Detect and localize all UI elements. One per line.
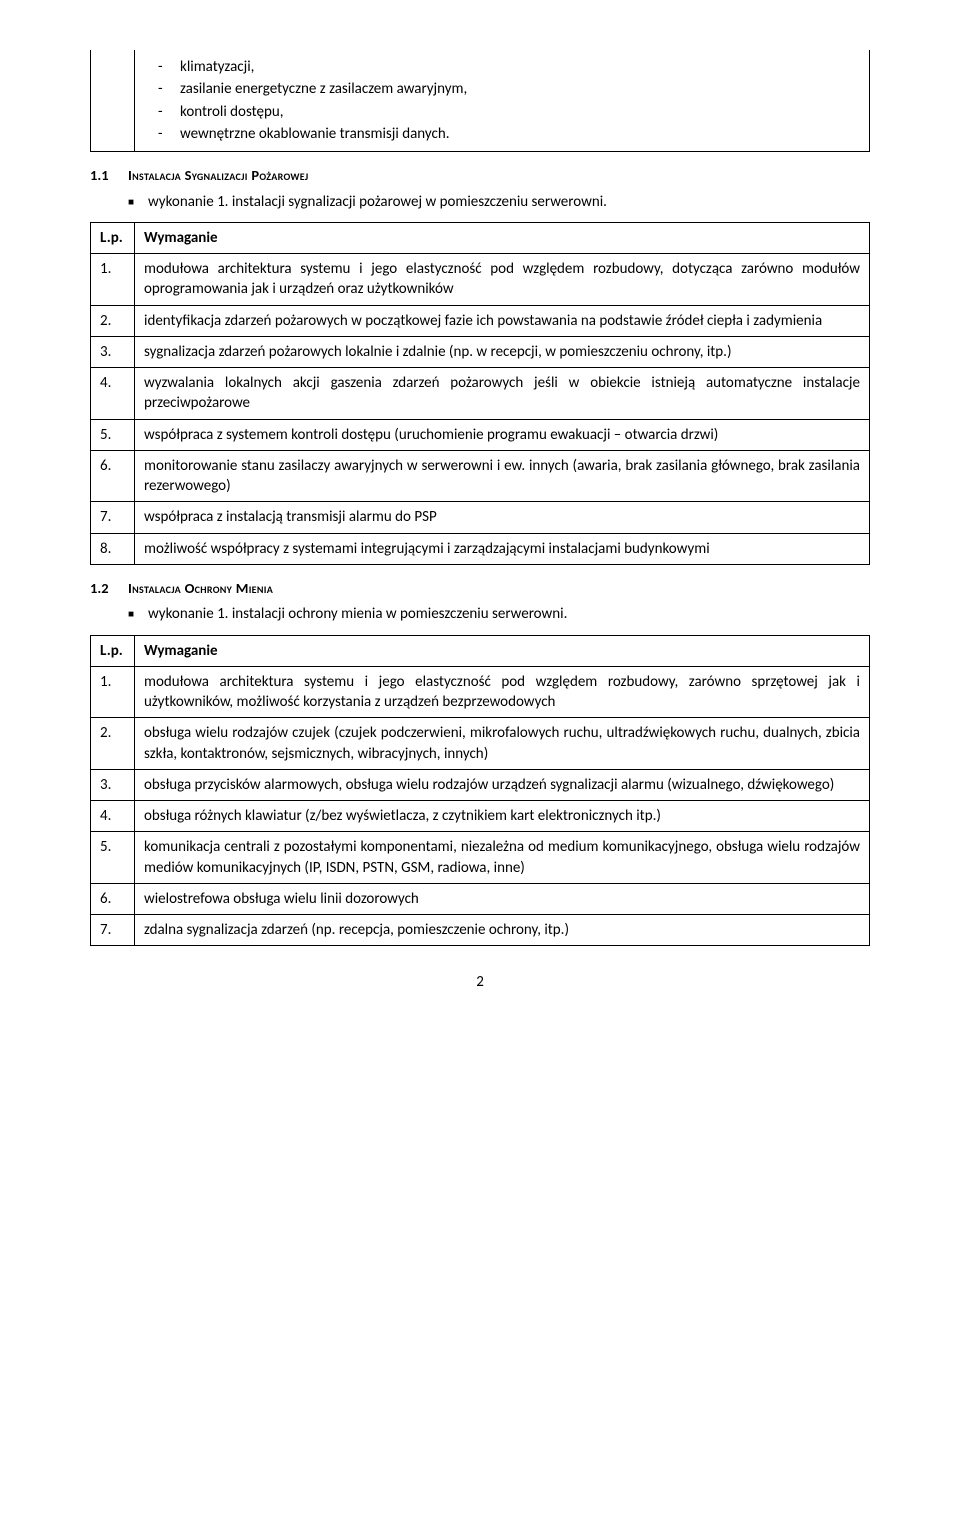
row-text: wyzwalania lokalnych akcji gaszenia zdar… (135, 368, 870, 420)
row-num: 6. (91, 450, 135, 502)
row-text: zdalna sygnalizacja zdarzeń (np. recepcj… (135, 915, 870, 946)
requirements-table-1: L.p. Wymaganie 1.modułowa architektura s… (90, 222, 870, 565)
section-sub-list: wykonanie 1. instalacji ochrony mienia w… (128, 604, 870, 624)
list-item: zasilanie energetyczne z zasilaczem awar… (150, 79, 860, 99)
list-item: wewnętrzne okablowanie transmisji danych… (150, 124, 860, 144)
section-number: 1.2 (90, 579, 128, 599)
section-number: 1.1 (90, 166, 128, 186)
list-item: kontroli dostępu, (150, 102, 860, 122)
row-text: monitorowanie stanu zasilaczy awaryjnych… (135, 450, 870, 502)
row-num: 6. (91, 883, 135, 914)
row-num: 2. (91, 305, 135, 336)
row-num: 1. (91, 666, 135, 718)
section-sub-item: wykonanie 1. instalacji sygnalizacji poż… (128, 192, 870, 212)
row-num: 8. (91, 533, 135, 564)
row-text: modułowa architektura systemu i jego ela… (135, 254, 870, 306)
table-header-wym: Wymaganie (135, 222, 870, 253)
section-sub-list: wykonanie 1. instalacji sygnalizacji poż… (128, 192, 870, 212)
section-sub-item: wykonanie 1. instalacji ochrony mienia w… (128, 604, 870, 624)
section-title: Instalacja Ochrony Mienia (128, 579, 273, 599)
page-number: 2 (90, 972, 870, 992)
row-num: 4. (91, 801, 135, 832)
section-heading: 1.1 Instalacja Sygnalizacji Pożarowej (90, 166, 870, 186)
row-text: obsługa wielu rodzajów czujek (czujek po… (135, 718, 870, 770)
table-header-lp: L.p. (91, 222, 135, 253)
row-num: 3. (91, 336, 135, 367)
row-text: współpraca z systemem kontroli dostępu (… (135, 419, 870, 450)
row-text: współpraca z instalacją transmisji alarm… (135, 502, 870, 533)
section-title: Instalacja Sygnalizacji Pożarowej (128, 166, 309, 186)
intro-right-cell: klimatyzacji, zasilanie energetyczne z z… (135, 50, 870, 152)
row-text: modułowa architektura systemu i jego ela… (135, 666, 870, 718)
row-num: 7. (91, 915, 135, 946)
list-item: klimatyzacji, (150, 57, 860, 77)
row-text: wielostrefowa obsługa wielu linii dozoro… (135, 883, 870, 914)
intro-table: klimatyzacji, zasilanie energetyczne z z… (90, 50, 870, 152)
table-header-lp: L.p. (91, 635, 135, 666)
row-text: obsługa różnych klawiatur (z/bez wyświet… (135, 801, 870, 832)
row-num: 5. (91, 419, 135, 450)
intro-left-cell (91, 50, 135, 152)
row-num: 2. (91, 718, 135, 770)
requirements-table-2: L.p. Wymaganie 1.modułowa architektura s… (90, 635, 870, 947)
table-header-wym: Wymaganie (135, 635, 870, 666)
row-text: komunikacja centrali z pozostałymi kompo… (135, 832, 870, 884)
row-num: 7. (91, 502, 135, 533)
row-text: obsługa przycisków alarmowych, obsługa w… (135, 769, 870, 800)
section-heading: 1.2 Instalacja Ochrony Mienia (90, 579, 870, 599)
row-num: 3. (91, 769, 135, 800)
row-num: 1. (91, 254, 135, 306)
intro-list: klimatyzacji, zasilanie energetyczne z z… (150, 57, 860, 144)
row-num: 5. (91, 832, 135, 884)
row-num: 4. (91, 368, 135, 420)
row-text: możliwość współpracy z systemami integru… (135, 533, 870, 564)
row-text: identyfikacja zdarzeń pożarowych w począ… (135, 305, 870, 336)
row-text: sygnalizacja zdarzeń pożarowych lokalnie… (135, 336, 870, 367)
